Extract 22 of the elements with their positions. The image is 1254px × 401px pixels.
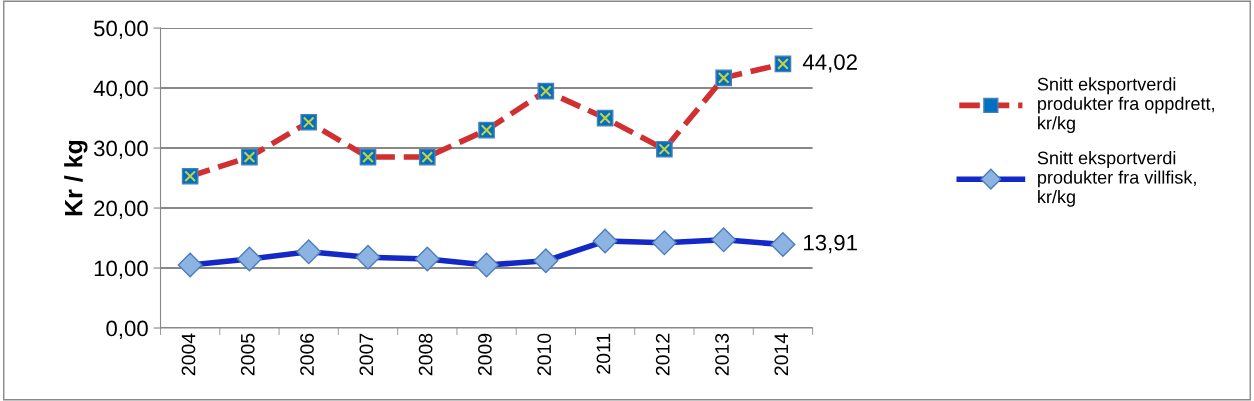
x-tick-label: 2004 [181,333,196,376]
x-tick-label: 2011 [596,333,611,374]
x-tick-label: 2006 [300,333,314,376]
x-tick-label: 2007 [359,333,374,376]
x-tick-label: 2012 [655,333,670,376]
x-tick-label: 2013 [715,333,729,376]
y-tick-label: 40,00 [93,80,148,99]
x-tick-label: 2010 [537,333,552,376]
x-tick-label: 2009 [478,333,492,376]
x-tick-label: 2014 [774,333,789,376]
data-label: 44,02 [802,54,857,73]
y-tick-label: 30,00 [93,140,148,159]
y-tick-label: 20,00 [94,200,148,219]
y-axis-title: Kr / kg [64,140,88,216]
x-tick-label: 2008 [418,333,433,376]
x-tick-label: 2005 [240,333,255,376]
y-tick-label: 10,00 [94,260,148,279]
y-tick-label: 50,00 [93,20,148,39]
legend-label: Snitt eksportverdi produkter fra oppdrett, kr/kg [1037,77,1214,134]
y-tick-label: 0,00 [106,320,148,339]
data-label: 13,91 [804,234,857,254]
legend-label: Snitt eksportverdi produkter fra villfisk, kr/kg [1037,151,1196,207]
